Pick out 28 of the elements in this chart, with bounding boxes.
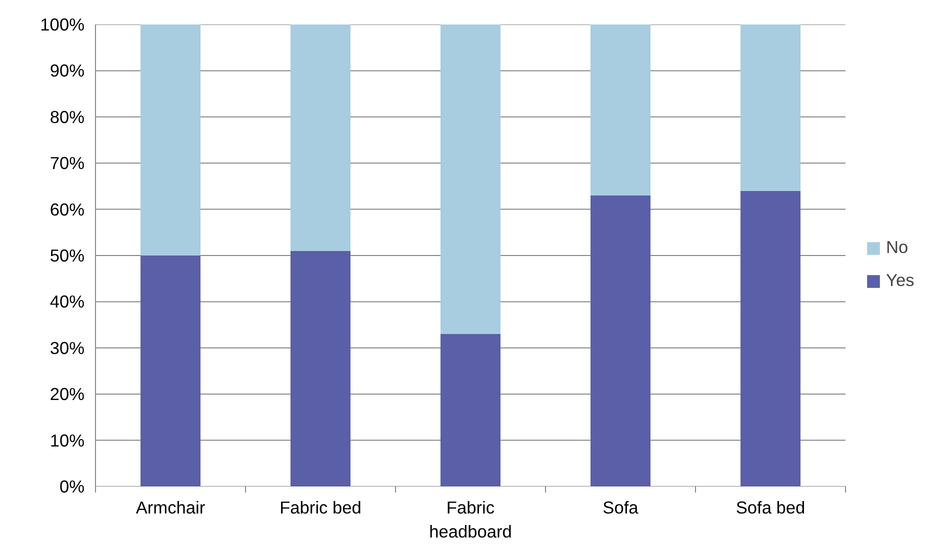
y-tick-label: 20%: [50, 384, 85, 404]
x-tick-label: Sofa bed: [736, 498, 806, 518]
y-tick-label: 70%: [50, 153, 85, 174]
bar: [740, 24, 800, 191]
y-tick-label: 60%: [50, 199, 85, 220]
y-tick-label: 40%: [50, 292, 85, 312]
y-tick-label: 90%: [50, 60, 85, 81]
y-tick-label: 30%: [50, 338, 85, 358]
bar: [590, 195, 650, 486]
x-tick-label: Armchair: [136, 498, 206, 518]
bar: [440, 24, 500, 334]
x-tick-label: Fabric bed: [280, 498, 362, 518]
y-tick-label: 10%: [50, 430, 85, 450]
x-tick-label: Sofa: [602, 498, 639, 518]
legend-label: Yes: [886, 270, 914, 291]
y-tick-label: 50%: [50, 246, 85, 266]
bar: [140, 24, 200, 256]
bar: [140, 256, 200, 486]
x-tick-label: Fabric headboard: [429, 498, 512, 542]
bar: [440, 334, 500, 486]
bar: [740, 190, 800, 486]
legend-label: No: [886, 237, 908, 258]
bar: [590, 24, 650, 196]
y-tick-label: 0%: [59, 476, 84, 496]
y-tick-label: 100%: [40, 14, 85, 34]
bar: [290, 24, 350, 251]
y-tick-label: 80%: [50, 106, 85, 127]
bar: [290, 250, 350, 486]
